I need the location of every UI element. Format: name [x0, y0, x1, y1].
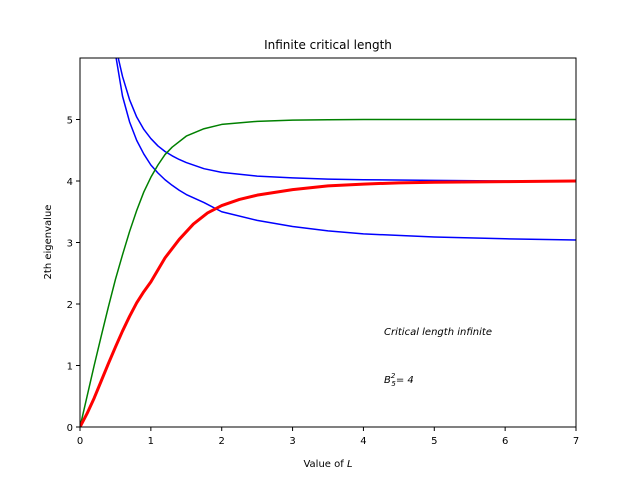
y-tick-label: 1: [67, 362, 73, 373]
x-axis-label-variable: L: [347, 459, 353, 470]
y-tick-label: 2: [67, 300, 73, 311]
x-axis: 0 1 2 3 4 5 6 7: [77, 427, 579, 447]
annotation-b-rest: = 4: [396, 375, 414, 386]
x-tick-label: 2: [219, 436, 225, 447]
x-tick-label: 0: [77, 436, 83, 447]
x-tick-label: 7: [573, 436, 579, 447]
x-tick-label: 1: [148, 436, 154, 447]
y-tick-label: 0: [67, 423, 73, 434]
series-layer: [80, 58, 576, 427]
series-line-3-green: [80, 118, 576, 427]
x-axis-label: Value of L: [303, 459, 352, 470]
chart-title: Infinite critical length: [264, 38, 392, 52]
y-tick-label: 3: [67, 239, 73, 250]
x-tick-label: 6: [502, 436, 508, 447]
annotation-b-base: B: [384, 375, 391, 386]
y-axis: 0 1 2 3 4 5: [67, 116, 80, 434]
x-tick-label: 3: [289, 436, 295, 447]
x-tick-label: 4: [360, 436, 366, 447]
y-tick-label: 4: [67, 177, 73, 188]
annotation-b-value: B2 5= 4: [384, 372, 414, 388]
series-line-1-blue: [115, 58, 576, 241]
series-line-4-red: [80, 179, 576, 427]
series-line-2-blue: [117, 58, 576, 182]
plot-area: [80, 58, 576, 427]
annotation-critical-length: Critical length infinite: [384, 327, 492, 338]
annotation-b-superscript: 2: [391, 372, 396, 380]
y-axis-label: 2th eigenvalue: [43, 205, 54, 280]
annotation-b-subscript: 5: [391, 380, 396, 388]
x-axis-label-prefix: Value of: [303, 459, 346, 470]
y-tick-label: 5: [67, 116, 73, 127]
x-tick-label: 5: [431, 436, 437, 447]
